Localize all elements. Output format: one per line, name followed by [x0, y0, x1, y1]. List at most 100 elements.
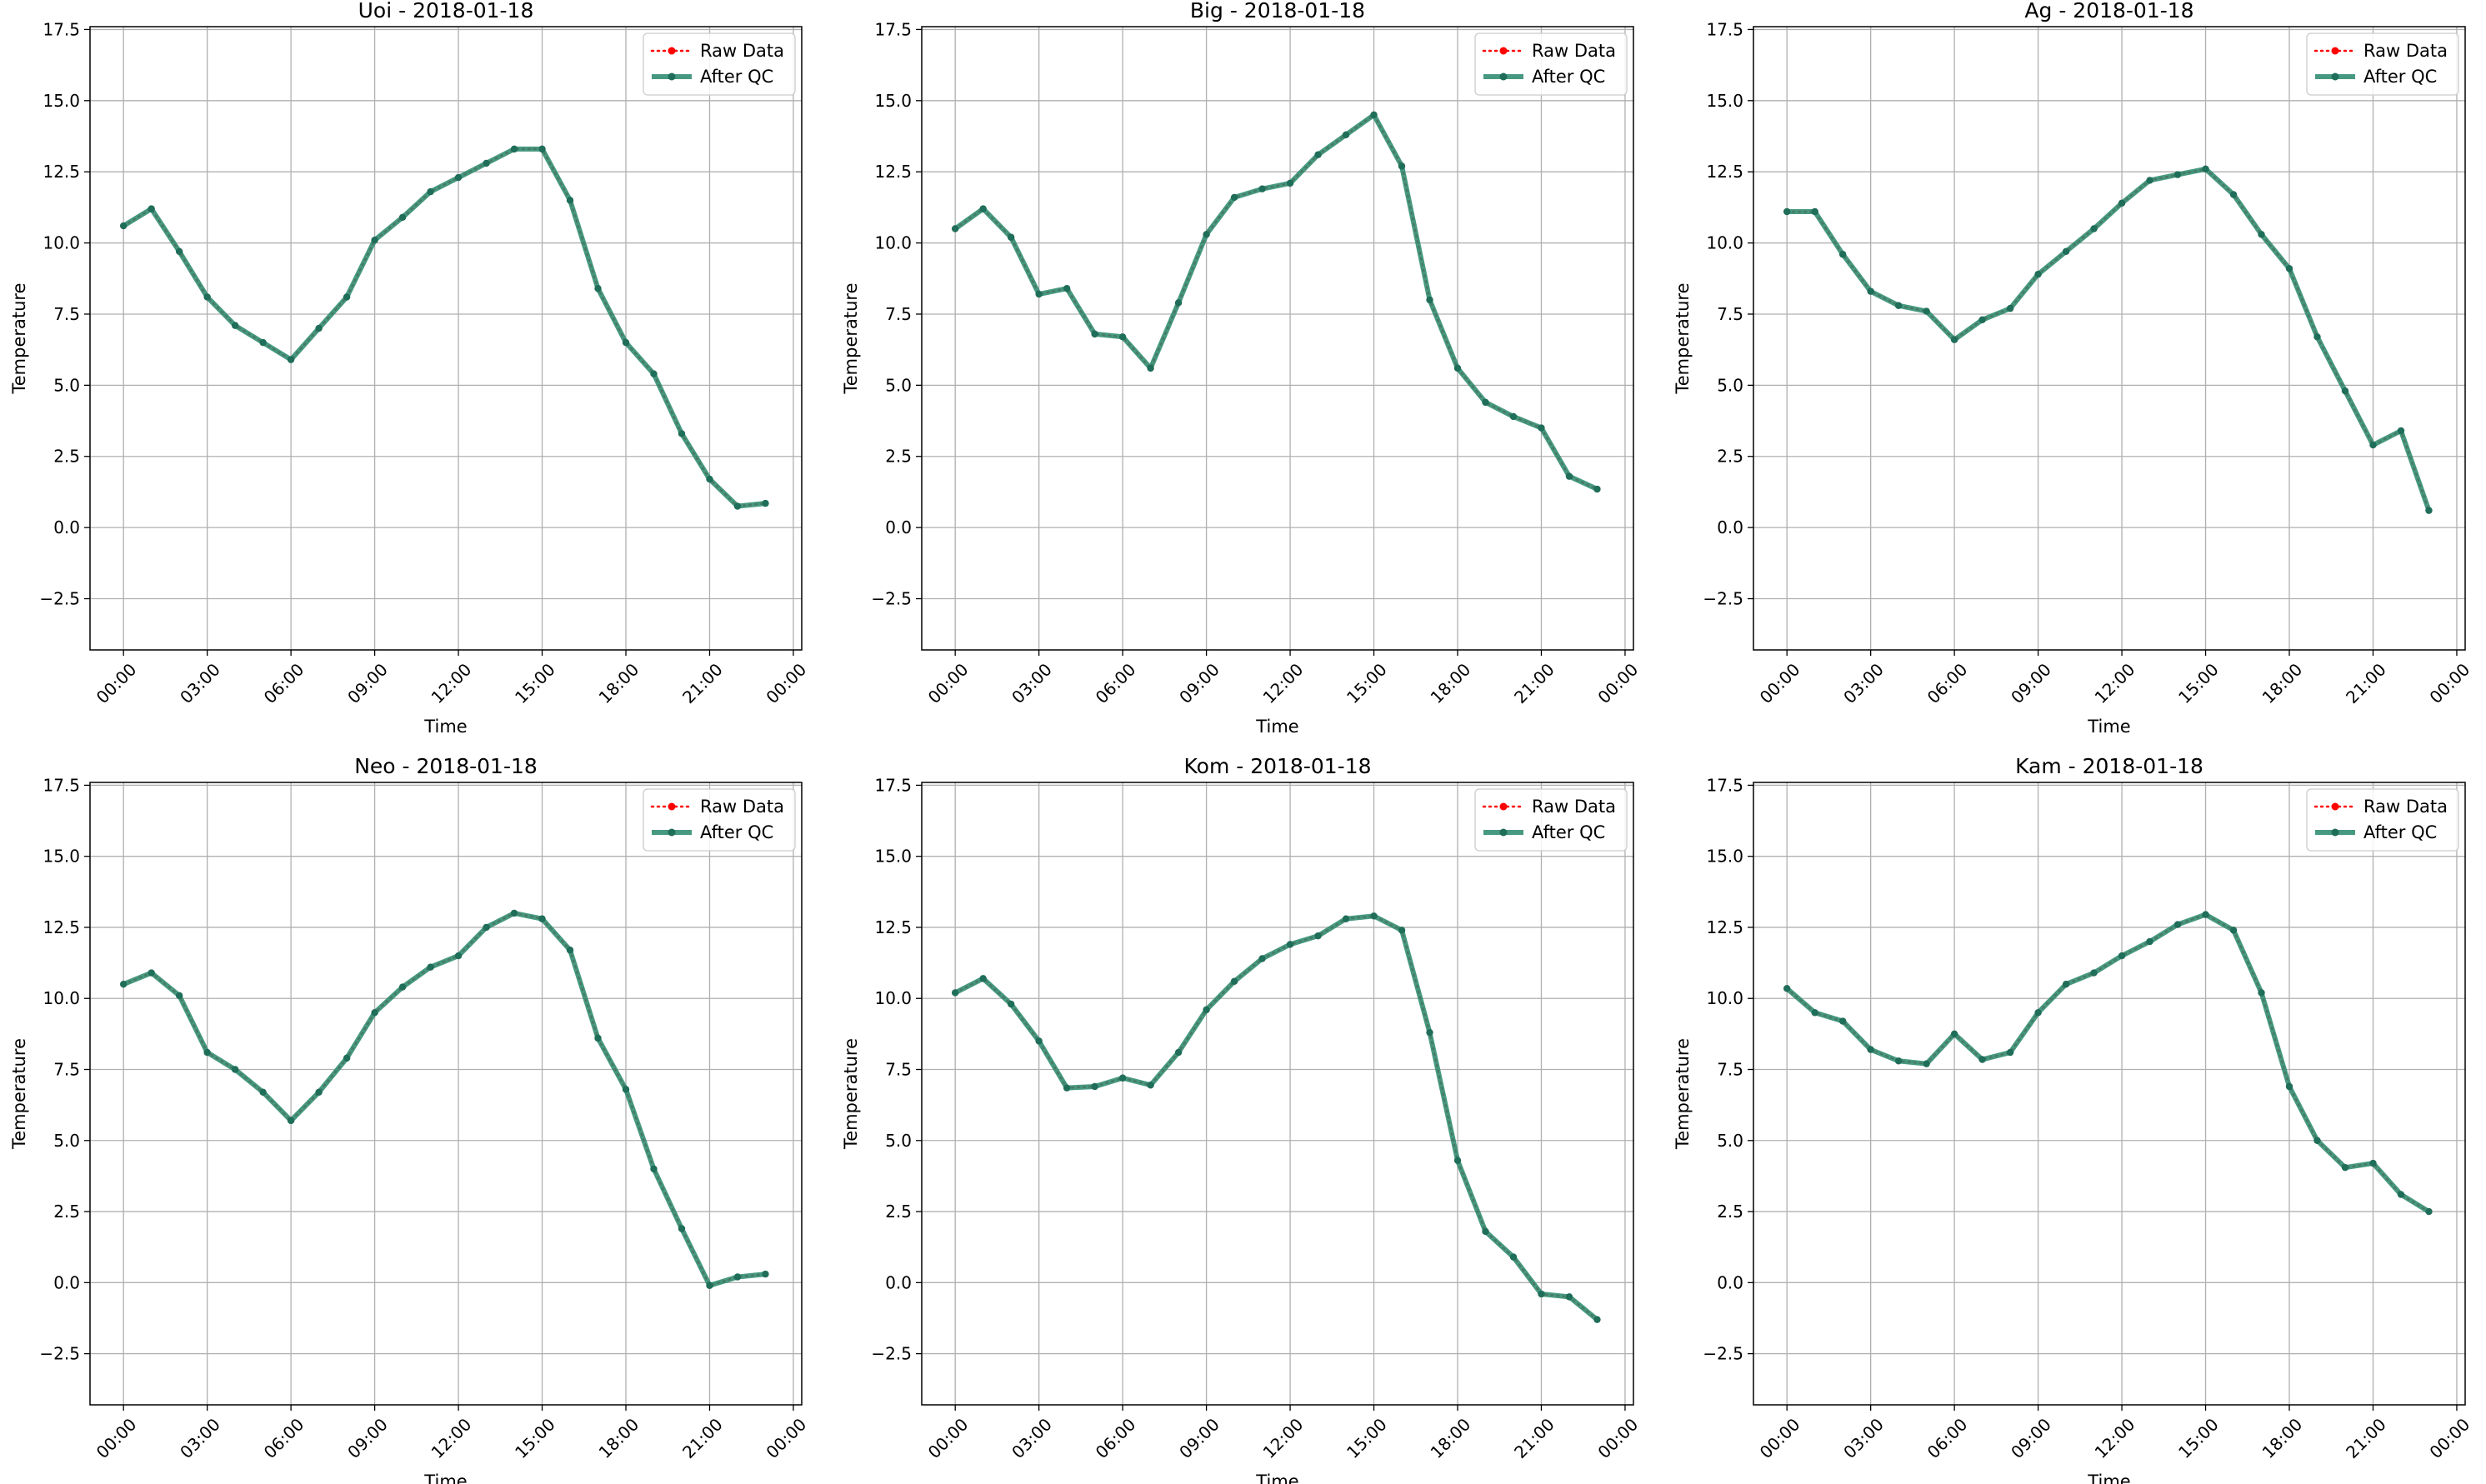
after-qc-point: [1950, 1030, 1958, 1038]
after-qc-point: [427, 963, 434, 971]
chart-title: Kam - 2018-01-18: [2015, 754, 2203, 778]
x-tick-label: 06:00: [1092, 1414, 1140, 1462]
legend-box: [643, 788, 796, 852]
x-tick-label: 00:00: [924, 1414, 973, 1462]
after-qc-point: [2229, 191, 2238, 198]
y-tick-label: 0.0: [53, 1272, 80, 1292]
legend: Raw Data After QC: [643, 32, 796, 96]
after-qc-point: [1923, 1060, 1930, 1067]
legend-raw-marker: [1499, 47, 1508, 55]
x-axis-label: Time: [423, 1472, 467, 1484]
after-qc-point: [231, 322, 239, 329]
after-qc-point: [2090, 225, 2098, 232]
x-tick-label: 00:00: [2426, 1414, 2474, 1462]
x-tick-label: 03:00: [1839, 659, 1888, 707]
after-qc-point: [148, 205, 155, 212]
after-qc-point: [343, 293, 351, 301]
plot-area: [922, 27, 1633, 650]
x-tick-label: 00:00: [2426, 659, 2474, 707]
legend-raw-label: Raw Data: [700, 797, 784, 817]
y-tick-label: 10.0: [874, 988, 912, 1008]
after-qc-point: [371, 236, 378, 244]
after-qc-point: [203, 293, 211, 301]
after-qc-point: [1370, 111, 1378, 119]
after-qc-point: [427, 187, 434, 196]
y-tick-label: 5.0: [53, 1131, 80, 1151]
after-qc-point: [2173, 921, 2182, 928]
after-qc-point: [1894, 302, 1903, 309]
after-qc-point: [1007, 1000, 1015, 1008]
after-qc-point: [1342, 915, 1350, 922]
after-qc-point: [1342, 131, 1350, 138]
after-qc-point: [1894, 1057, 1903, 1065]
after-qc-point: [1593, 1316, 1601, 1323]
y-tick-label: 17.5: [1706, 19, 1743, 39]
legend: Raw Data After QC: [2306, 788, 2459, 852]
y-tick-label: 10.0: [1706, 988, 1743, 1008]
after-qc-point: [1867, 287, 1874, 295]
after-qc-point: [1923, 307, 1930, 315]
x-axis-label: Time: [1255, 717, 1298, 737]
legend: Raw Data After QC: [1474, 788, 1628, 852]
x-tick-label: 09:00: [343, 659, 392, 707]
y-tick-label: 2.5: [1717, 447, 1743, 467]
y-axis-label: Temperature: [841, 282, 861, 394]
y-tick-label: −2.5: [871, 589, 912, 609]
x-tick-label: 15:00: [511, 659, 559, 707]
after-qc-point: [2369, 1159, 2377, 1167]
after-qc-point: [2146, 937, 2153, 946]
axes-frame: [921, 26, 1634, 651]
after-qc-point: [510, 909, 518, 917]
after-qc-line: [121, 910, 768, 1288]
x-axis-label: Time: [2087, 717, 2130, 737]
y-tick-label: 10.0: [43, 988, 80, 1008]
after-qc-point: [175, 247, 183, 256]
after-qc-point: [1565, 1293, 1573, 1301]
y-tick-label: 12.5: [1706, 917, 1743, 937]
y-tick-label: 0.0: [53, 517, 80, 537]
y-tick-label: 12.5: [874, 162, 912, 182]
legend-qc-marker: [1499, 828, 1508, 837]
y-tick-label: 15.0: [874, 847, 912, 867]
y-tick-label: 15.0: [43, 847, 80, 867]
after-qc-point: [1203, 1006, 1210, 1014]
x-tick-label: 15:00: [2174, 1414, 2223, 1462]
x-tick-label: 03:00: [176, 1414, 224, 1462]
legend-raw-marker: [1499, 802, 1508, 811]
after-qc-point: [566, 947, 574, 954]
x-tick-label: 06:00: [1923, 659, 1972, 707]
axes-frame: [1753, 26, 2466, 651]
after-qc-point: [2285, 1082, 2293, 1091]
after-qc-point: [2062, 247, 2070, 256]
y-tick-label: 15.0: [43, 91, 80, 111]
x-tick-label: 18:00: [2258, 659, 2307, 707]
after-qc-point: [1950, 336, 1958, 343]
y-tick-label: 17.5: [874, 775, 912, 795]
after-qc-point: [2397, 1191, 2405, 1198]
legend-box: [1474, 788, 1628, 852]
after-qc-point: [315, 324, 323, 332]
y-axis-label: Temperature: [841, 1038, 861, 1150]
after-qc-point: [259, 338, 267, 347]
after-qc-point: [1063, 1084, 1071, 1092]
after-qc-point: [2118, 199, 2126, 207]
y-tick-label: −2.5: [39, 1344, 80, 1364]
after-qc-point: [2313, 333, 2321, 341]
x-tick-label: 03:00: [176, 659, 224, 707]
y-tick-label: 17.5: [874, 19, 912, 39]
after-qc-point: [2313, 1137, 2321, 1144]
x-tick-label: 00:00: [1594, 659, 1643, 707]
after-qc-point: [1314, 932, 1322, 940]
after-qc-point: [1230, 193, 1238, 202]
after-qc-point: [1035, 1037, 1043, 1045]
after-qc-point: [706, 475, 713, 483]
y-tick-label: 10.0: [874, 233, 912, 253]
y-tick-label: −2.5: [1703, 1344, 1743, 1364]
legend-qc-marker: [2331, 828, 2339, 837]
after-qc-point: [2118, 952, 2126, 960]
after-qc-point: [2397, 427, 2405, 435]
after-qc-point: [2258, 231, 2265, 238]
chart-panel-2: 00:00 03:00 06:00 09:00 12:00 15:00 18:00 21:00…: [841, 0, 1642, 737]
legend-box: [2306, 788, 2459, 852]
plot-area: [1753, 782, 2465, 1405]
